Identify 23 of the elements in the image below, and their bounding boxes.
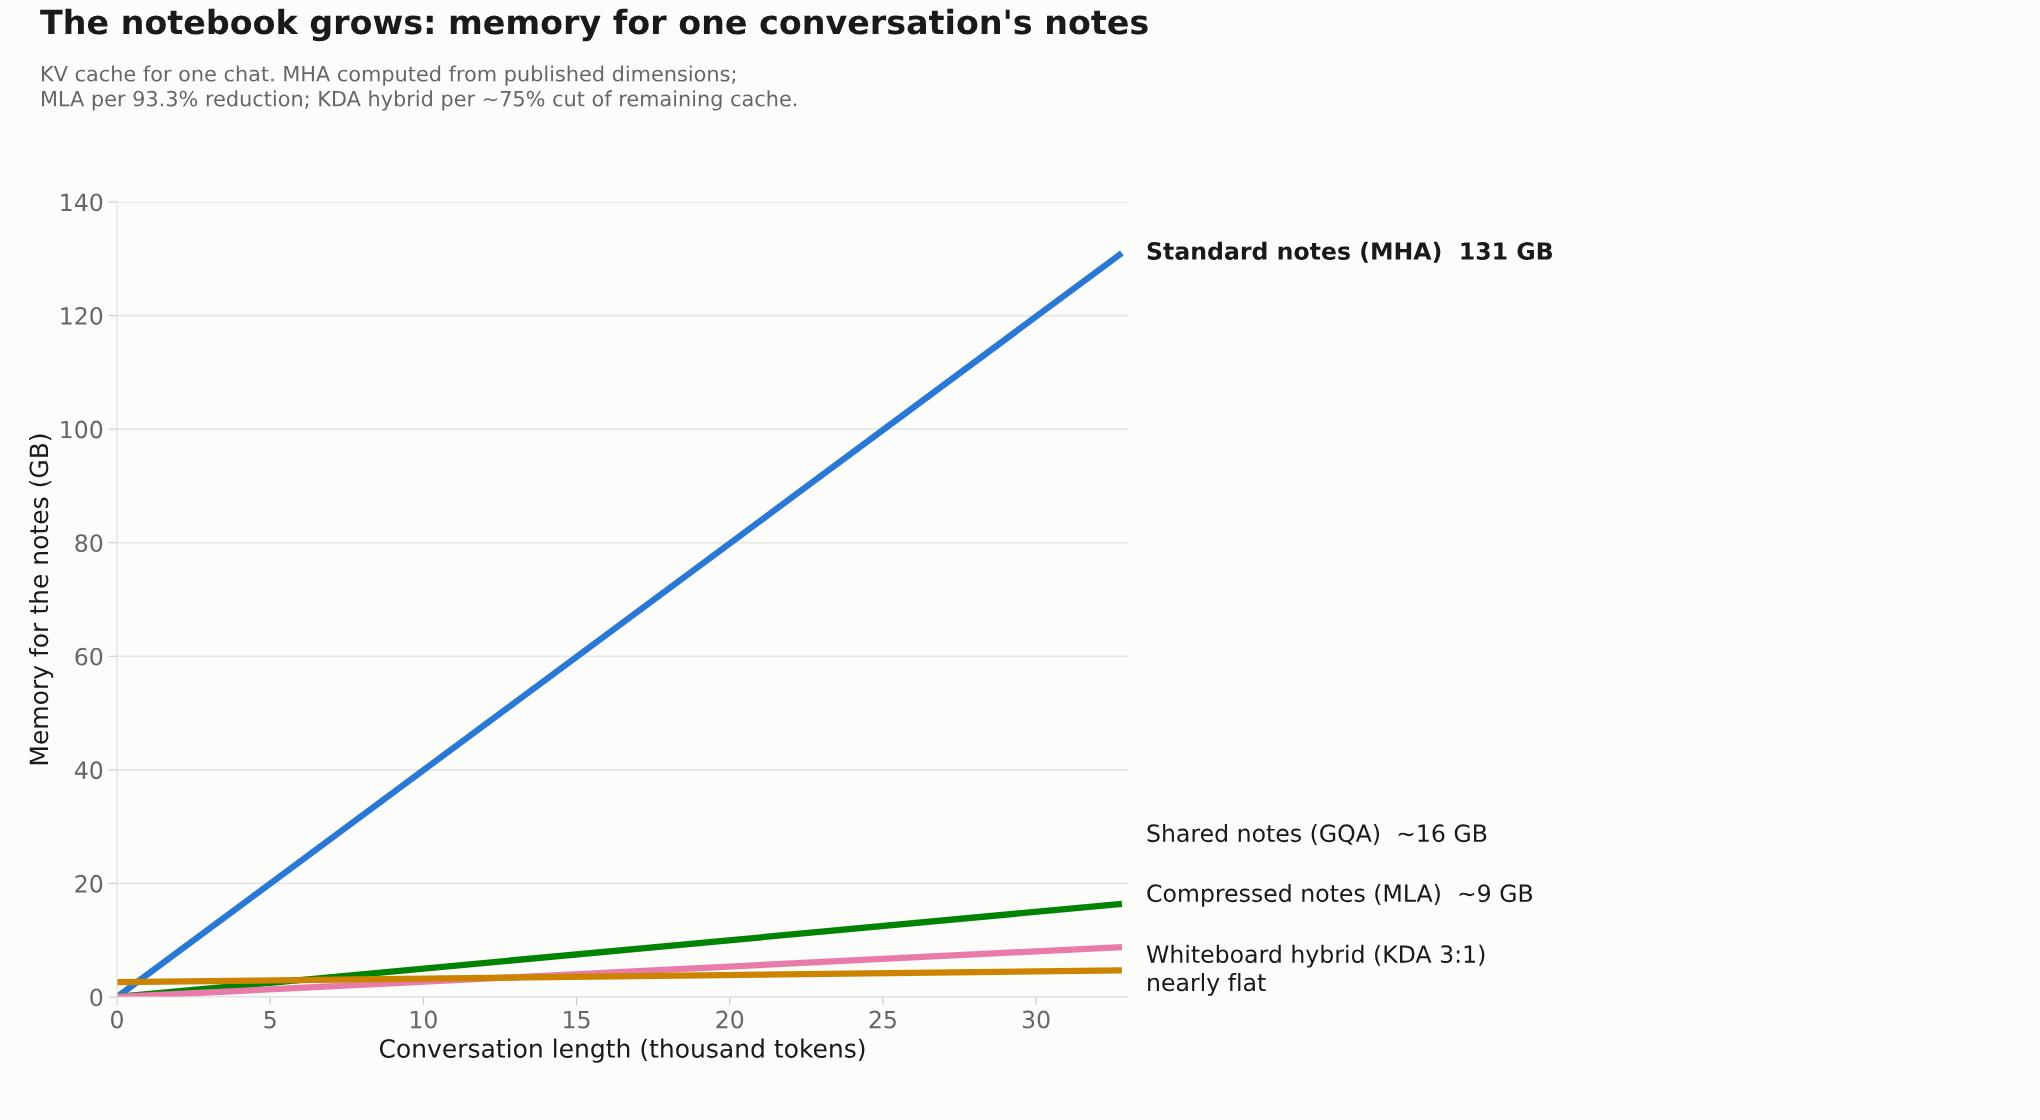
y-tick-label: 0 xyxy=(90,988,103,1007)
y-tick-label: 120 xyxy=(61,307,103,325)
y-tick-label: 20 xyxy=(75,874,103,893)
series-label: Whiteboard hybrid (KDA 3:1) nearly flat xyxy=(1146,944,1485,996)
x-tick-label: 0 xyxy=(111,1010,123,1029)
text: Compressed notes (MLA) ~9 GB xyxy=(1147,883,1533,907)
x-tick-label: 30 xyxy=(1022,1010,1050,1029)
series-label: Standard notes (MHA) 131 GB xyxy=(1147,241,1553,263)
y-tick-label: 100 xyxy=(61,420,103,439)
y-tick-label: 60 xyxy=(75,647,103,666)
text: Shared notes (GQA) ~16 GB xyxy=(1147,823,1487,845)
y-tick-label: 140 xyxy=(61,193,103,212)
x-tick-label: 5 xyxy=(264,1010,276,1029)
y-axis-title: Memory for the notes (GB) xyxy=(28,434,54,765)
x-tick-label: 10 xyxy=(410,1010,437,1029)
x-axis-title: Conversation length (thousand tokens) xyxy=(379,1038,865,1063)
chart-subtitle: KV cache for one chat. MHA computed from published dimensions; MLA per 93.3% reduction; KDA hybrid per ~75% cut of remaining cache. xyxy=(42,65,797,111)
x-tick-label: 20 xyxy=(716,1010,744,1029)
chart-title: The notebook grows: memory for one conversation's notes xyxy=(40,8,1148,42)
y-tick-label: 40 xyxy=(74,761,103,780)
y-tick-label: 80 xyxy=(75,534,103,553)
x-tick-label: 25 xyxy=(869,1010,896,1029)
x-tick-label: 15 xyxy=(564,1010,590,1029)
